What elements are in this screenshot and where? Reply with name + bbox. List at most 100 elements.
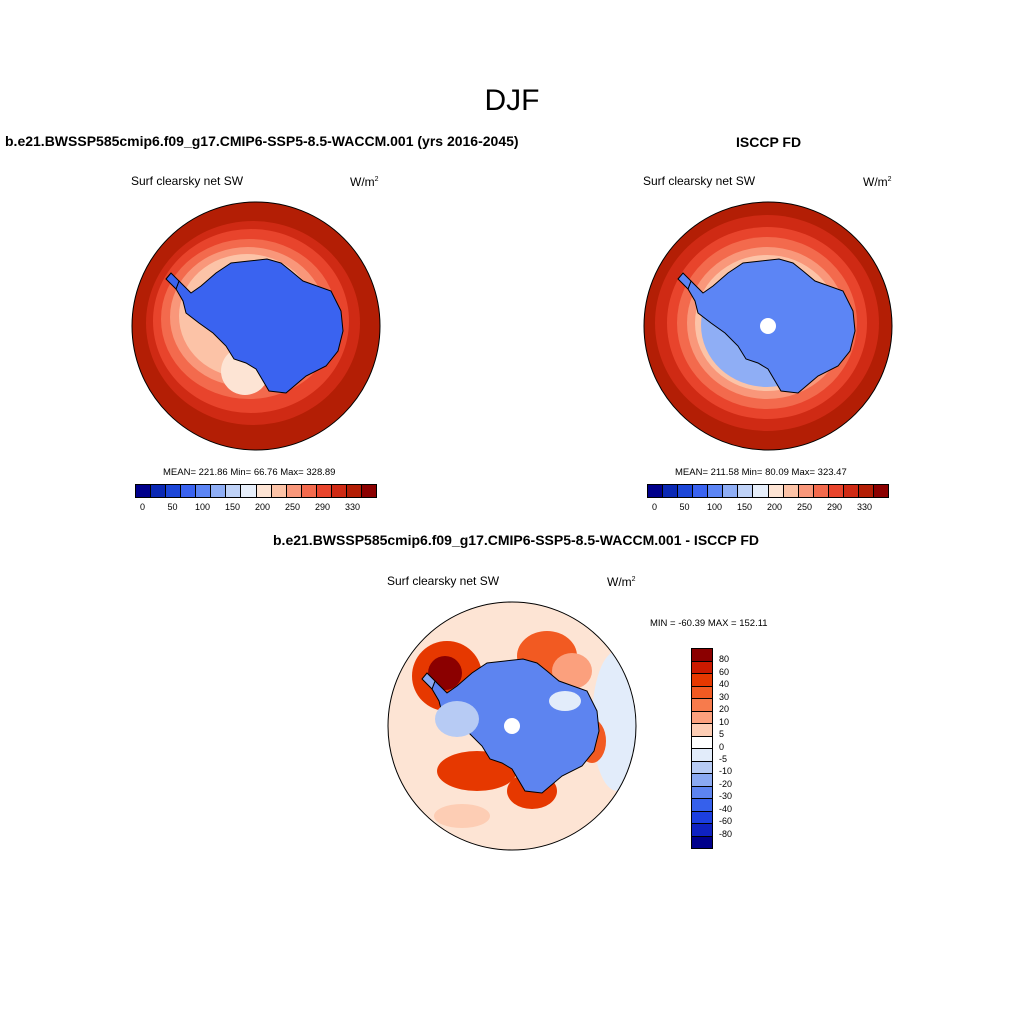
colorbar-tick-label: -30	[719, 791, 733, 802]
colorbar-swatch	[196, 485, 212, 497]
colorbar-swatch	[828, 485, 844, 497]
colorbar-swatch	[692, 761, 712, 774]
colorbar-swatch	[768, 485, 784, 497]
diff-northeast-rim	[552, 653, 592, 689]
colorbar-tick-label: 200	[254, 502, 271, 512]
obs-units-label: W/m2	[863, 175, 892, 189]
colorbar-tick-label: 0	[139, 502, 145, 512]
model-polar-map	[131, 201, 381, 451]
colorbar-tick-label: -20	[719, 778, 733, 789]
colorbar-tick-label: 10	[719, 716, 730, 727]
colorbar-swatch	[331, 485, 347, 497]
obs-polar-map	[643, 201, 893, 451]
colorbar-swatch	[136, 485, 152, 497]
model-stats: MEAN= 221.86 Min= 66.76 Max= 328.89	[163, 467, 336, 478]
colorbar-tick-label: 200	[766, 502, 783, 512]
colorbar-swatch	[723, 485, 739, 497]
colorbar-tick-label: 50	[167, 502, 178, 512]
colorbar-swatch	[692, 824, 712, 837]
model-map-border	[131, 201, 381, 451]
colorbar-tick-label: 100	[706, 502, 723, 512]
colorbar-tick-label: 150	[736, 502, 753, 512]
colorbar-tick-label: -80	[719, 828, 733, 839]
colorbar-swatch	[692, 799, 712, 812]
diff-west-light-negative	[435, 701, 479, 737]
colorbar-tick-label: 20	[719, 704, 730, 715]
colorbar-tick-label: -5	[719, 753, 728, 764]
colorbar-swatch	[843, 485, 859, 497]
colorbar-swatch	[692, 774, 712, 787]
figure-title: DJF	[484, 84, 540, 117]
colorbar-tick-label: 60	[719, 666, 730, 677]
colorbar-swatch	[692, 736, 712, 749]
colorbar-swatch	[692, 649, 712, 662]
colorbar-swatch	[151, 485, 167, 497]
diff-map-border	[387, 601, 637, 851]
colorbar-tick-label: 80	[719, 654, 730, 665]
obs-pole-hole	[760, 318, 776, 334]
colorbar-tick-label: -60	[719, 816, 733, 827]
colorbar-tick-label: 100	[194, 502, 211, 512]
diff-east-negative-region	[592, 651, 636, 791]
colorbar-tick-label: 250	[284, 502, 301, 512]
colorbar-tick-label: 330	[856, 502, 873, 512]
colorbar-swatch	[286, 485, 302, 497]
colorbar-swatch	[678, 485, 694, 497]
colorbar-tick-label: 0	[651, 502, 657, 512]
model-field-label: Surf clearsky net SW	[131, 174, 244, 188]
colorbar-tick-label: -10	[719, 766, 733, 777]
model-antarctic-peninsula	[165, 272, 180, 290]
diff-polar-map	[387, 601, 637, 851]
colorbar-swatch	[708, 485, 724, 497]
colorbar-tick-label: 0	[719, 741, 725, 752]
colorbar-swatch	[692, 711, 712, 724]
diff-weddell-max	[428, 656, 462, 690]
colorbar-tick-label: 5	[719, 729, 725, 740]
colorbar-swatch	[692, 661, 712, 674]
obs-stats: MEAN= 211.58 Min= 80.09 Max= 323.47	[675, 467, 847, 478]
colorbar-swatch	[783, 485, 799, 497]
colorbar-swatch	[663, 485, 679, 497]
colorbar-tick-label: 30	[719, 691, 730, 702]
colorbar-swatch	[692, 686, 712, 699]
colorbar-swatch	[346, 485, 362, 497]
obs-field-label: Surf clearsky net SW	[643, 174, 756, 188]
diff-pole-hole	[504, 718, 520, 734]
colorbar-swatch	[692, 724, 712, 737]
colorbar-swatch	[693, 485, 709, 497]
obs-map-border	[643, 201, 893, 451]
diff-outer-positive	[434, 804, 490, 828]
colorbar-tick-label: 330	[344, 502, 361, 512]
model-units-label: W/m2	[350, 175, 379, 189]
colorbar-swatch	[256, 485, 272, 497]
colorbar-tick-label: 150	[224, 502, 241, 512]
obs-panel-title: ISCCP FD	[736, 134, 802, 150]
colorbar-swatch	[692, 674, 712, 687]
diff-stats: MIN = -60.39 MAX = 152.11	[650, 618, 768, 629]
colorbar-swatch	[813, 485, 829, 497]
diff-antarctic-peninsula	[421, 672, 436, 690]
colorbar-swatch	[738, 485, 754, 497]
colorbar-swatch	[166, 485, 182, 497]
diff-east-light-negative	[549, 691, 581, 711]
colorbar-swatch	[692, 786, 712, 799]
colorbar-swatch	[692, 699, 712, 712]
colorbar-swatch	[181, 485, 197, 497]
colorbar-tick-label: 40	[719, 679, 730, 690]
diff-panel-title: b.e21.BWSSP585cmip6.f09_g17.CMIP6-SSP5-8…	[273, 532, 760, 548]
colorbar-swatch	[692, 836, 712, 848]
colorbar-swatch	[361, 485, 376, 497]
obs-antarctic-peninsula	[677, 272, 692, 290]
colorbar-swatch	[692, 749, 712, 762]
model-panel-title: b.e21.BWSSP585cmip6.f09_g17.CMIP6-SSP5-8…	[5, 133, 519, 149]
colorbar-swatch	[648, 485, 664, 497]
colorbar-swatch	[211, 485, 227, 497]
colorbar-tick-label: 290	[314, 502, 331, 512]
colorbar-swatch	[873, 485, 888, 497]
colorbar-tick-label: -40	[719, 803, 733, 814]
colorbar-swatch	[753, 485, 769, 497]
diff-units-label: W/m2	[607, 575, 636, 589]
colorbar-swatch	[271, 485, 287, 497]
colorbar-swatch	[798, 485, 814, 497]
colorbar-tick-label: 290	[826, 502, 843, 512]
